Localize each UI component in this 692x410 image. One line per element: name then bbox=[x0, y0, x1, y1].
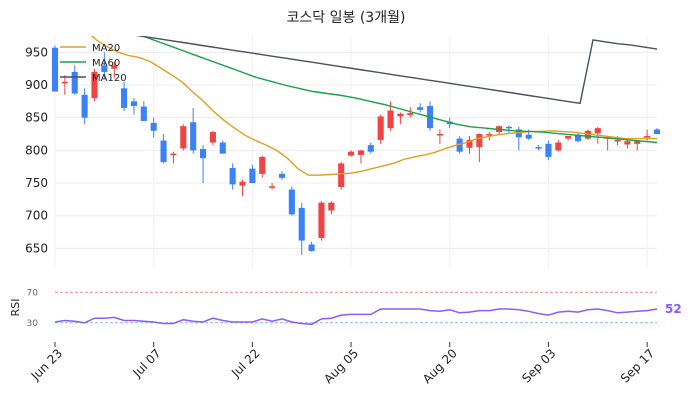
x-axis: Jun 23 Jul 07 Jul 22 Aug 05 Aug 20 Sep 03 Sep … bbox=[28, 342, 657, 386]
candle-body bbox=[140, 106, 147, 121]
rsi-axis-label: RSI bbox=[9, 299, 22, 317]
candle-body bbox=[634, 140, 641, 144]
candle-body bbox=[486, 134, 493, 136]
candle-body bbox=[150, 122, 157, 131]
candle-body bbox=[111, 65, 118, 69]
price-tick-label: 650 bbox=[25, 241, 48, 255]
candle-body bbox=[190, 122, 197, 151]
price-tick-label: 700 bbox=[25, 209, 48, 223]
legend: MA20 MA60 MA120 bbox=[60, 43, 127, 84]
candle-body bbox=[565, 135, 572, 139]
candlestick-series bbox=[51, 45, 661, 255]
candle-body bbox=[51, 47, 59, 92]
candle-body bbox=[407, 113, 414, 116]
rsi-tick-label: 70 bbox=[27, 288, 39, 298]
candle-body bbox=[298, 207, 305, 241]
candle-body bbox=[456, 138, 463, 152]
candle-body bbox=[239, 181, 246, 186]
price-tick-label: 750 bbox=[25, 176, 48, 190]
x-tick-label: Jun 23 bbox=[28, 346, 65, 383]
candle-body bbox=[61, 81, 68, 84]
candle-body bbox=[259, 156, 266, 174]
price-y-axis: 650 700 750 800 850 900 950 bbox=[25, 45, 48, 255]
candle-body bbox=[644, 135, 651, 138]
candle-body bbox=[91, 71, 98, 99]
price-tick-label: 950 bbox=[25, 45, 48, 59]
candle-body bbox=[555, 142, 562, 151]
candle-body bbox=[574, 134, 582, 142]
candle-body bbox=[367, 145, 374, 152]
x-tick-label: Aug 20 bbox=[420, 346, 460, 386]
candle-body bbox=[348, 151, 355, 156]
candle-body bbox=[436, 134, 443, 136]
candle-body bbox=[308, 244, 315, 252]
candle-body bbox=[594, 128, 601, 134]
candle-body bbox=[653, 129, 661, 135]
candle-body bbox=[160, 140, 167, 163]
candle-body bbox=[318, 202, 325, 238]
candle-body bbox=[269, 186, 276, 188]
candle-body bbox=[476, 134, 483, 148]
candle-body bbox=[397, 113, 404, 117]
candle-body bbox=[466, 139, 473, 148]
candle-body bbox=[101, 65, 108, 72]
moving-average-lines bbox=[90, 36, 658, 176]
candle-body bbox=[71, 71, 78, 94]
price-tick-label: 900 bbox=[25, 78, 48, 92]
chart-title: 코스닥 일봉 (3개월) bbox=[287, 10, 406, 26]
rsi-tick-label: 30 bbox=[27, 319, 39, 329]
candle-body bbox=[121, 88, 128, 108]
candle-body bbox=[180, 126, 187, 149]
candle-body bbox=[229, 168, 236, 185]
price-tick-label: 850 bbox=[25, 111, 48, 125]
x-tick-label: Jul 22 bbox=[228, 346, 262, 380]
candle-body bbox=[505, 126, 513, 129]
candle-body bbox=[130, 101, 138, 106]
candle-body bbox=[199, 149, 207, 159]
candle-body bbox=[209, 132, 216, 143]
legend-label-ma20: MA20 bbox=[92, 43, 120, 54]
x-tick-label: Aug 05 bbox=[321, 346, 361, 386]
ma120-line bbox=[135, 36, 658, 105]
candle-body bbox=[249, 168, 256, 184]
rsi-panel: 30 70 RSI 52 bbox=[9, 288, 682, 329]
candle-body bbox=[417, 107, 424, 110]
candle-body bbox=[288, 189, 295, 215]
ma20-line bbox=[90, 36, 657, 176]
x-tick-label: Jul 07 bbox=[129, 346, 163, 380]
candle-body bbox=[81, 94, 88, 118]
candle-body bbox=[377, 116, 384, 140]
rsi-line bbox=[54, 308, 658, 326]
candle-body bbox=[170, 153, 177, 156]
candle-body bbox=[525, 134, 532, 139]
candle-body bbox=[357, 150, 364, 155]
candle-body bbox=[219, 142, 226, 154]
ma60-line bbox=[140, 36, 658, 144]
candle-body bbox=[535, 147, 542, 149]
legend-label-ma60: MA60 bbox=[92, 58, 120, 69]
candle-body bbox=[545, 143, 552, 157]
candle-body bbox=[278, 173, 286, 178]
price-tick-label: 800 bbox=[25, 143, 48, 157]
x-tick-label: Sep 03 bbox=[519, 346, 558, 385]
rsi-last-value-label: 52 bbox=[665, 302, 682, 316]
legend-label-ma120: MA120 bbox=[92, 73, 127, 84]
candle-body bbox=[338, 163, 345, 187]
candle-body bbox=[328, 202, 335, 211]
candle-body bbox=[387, 110, 394, 129]
grid-lines bbox=[54, 36, 657, 268]
x-tick-label: Sep 17 bbox=[618, 346, 657, 385]
candle-body bbox=[624, 141, 631, 145]
candle-body bbox=[614, 139, 621, 142]
